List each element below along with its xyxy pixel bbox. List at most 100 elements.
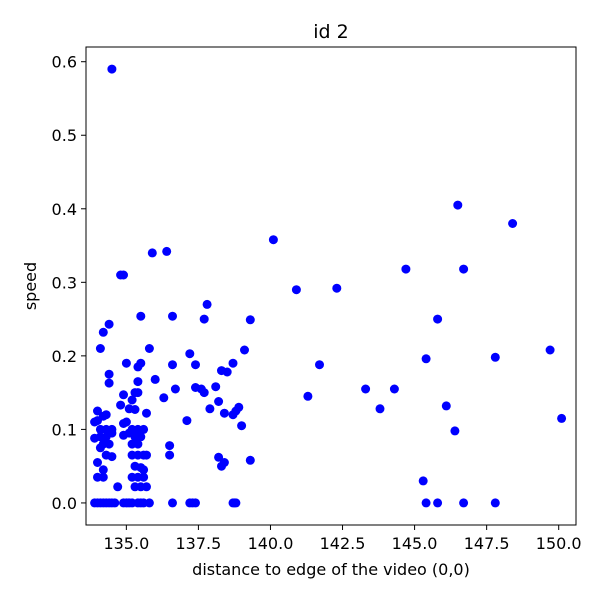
data-point	[104, 319, 114, 329]
data-point	[133, 439, 143, 449]
data-point	[459, 264, 469, 274]
data-point	[291, 285, 301, 295]
data-point	[107, 452, 117, 462]
y-tick-label: 0.5	[52, 126, 77, 145]
plot-frame	[85, 46, 577, 526]
data-point	[162, 246, 172, 256]
data-point	[101, 410, 111, 420]
data-point	[214, 452, 224, 462]
data-point	[121, 358, 131, 368]
data-point	[182, 416, 192, 426]
x-axis: 135.0 137.5 140.0 142.5 145.0 147.5 150.0	[103, 525, 582, 553]
data-point	[121, 417, 131, 427]
data-point	[557, 413, 567, 423]
data-point	[375, 404, 385, 414]
data-point	[107, 428, 117, 438]
data-point	[214, 397, 224, 406]
data-point	[110, 498, 120, 508]
x-tick-label: 140.0	[248, 534, 294, 553]
x-tick-label: 137.5	[176, 534, 222, 553]
data-point	[119, 390, 128, 400]
data-point	[222, 367, 232, 377]
data-point	[93, 406, 102, 416]
data-point	[490, 498, 500, 508]
data-point	[150, 374, 160, 384]
data-point	[389, 384, 399, 394]
y-axis-label: speed	[21, 262, 40, 310]
data-point	[139, 465, 149, 475]
data-point	[401, 264, 411, 274]
data-point	[90, 417, 100, 427]
data-point	[421, 498, 431, 508]
data-point	[165, 450, 175, 460]
points-layer	[90, 64, 567, 508]
data-point	[237, 421, 247, 431]
data-point	[98, 465, 108, 475]
data-point	[142, 450, 151, 460]
data-point	[199, 314, 209, 324]
data-point	[95, 443, 105, 453]
data-point	[441, 401, 451, 411]
data-point	[113, 482, 123, 492]
data-point	[130, 405, 140, 414]
data-point	[205, 404, 215, 414]
data-point	[450, 426, 460, 436]
data-point	[185, 349, 195, 359]
data-point	[245, 315, 255, 325]
data-point	[104, 378, 114, 388]
data-point	[303, 391, 313, 401]
data-point	[228, 358, 238, 368]
x-tick-label: 135.0	[103, 534, 149, 553]
data-point	[234, 402, 244, 412]
data-point	[104, 369, 114, 379]
data-point	[508, 219, 518, 228]
data-point	[315, 360, 324, 370]
data-point	[202, 299, 212, 309]
data-point	[133, 388, 143, 398]
data-point	[191, 498, 200, 508]
data-point	[142, 408, 151, 418]
data-point	[433, 498, 443, 508]
data-point	[139, 424, 149, 434]
data-point	[361, 384, 371, 394]
y-tick-label: 0.2	[52, 347, 77, 366]
x-tick-label: 147.5	[464, 534, 510, 553]
y-tick-label: 0.6	[52, 53, 77, 72]
y-tick-label: 0.0	[52, 494, 77, 513]
data-point	[139, 472, 149, 482]
data-point	[98, 327, 108, 337]
data-point	[136, 432, 146, 442]
data-point	[104, 439, 114, 449]
data-point	[245, 455, 255, 465]
data-point	[93, 458, 102, 467]
data-point	[107, 64, 117, 74]
data-point	[147, 248, 157, 258]
chart-title: id 2	[313, 21, 348, 43]
x-tick-label: 145.0	[392, 534, 438, 553]
y-tick-label: 0.3	[52, 273, 77, 292]
data-point	[219, 408, 229, 418]
data-point	[136, 311, 146, 321]
y-tick-label: 0.4	[52, 200, 77, 219]
data-point	[95, 344, 105, 353]
data-point	[228, 410, 238, 420]
data-point	[142, 482, 151, 492]
data-point	[168, 311, 177, 321]
data-point	[332, 283, 342, 293]
data-point	[127, 395, 137, 405]
data-point	[165, 441, 175, 451]
y-axis: 0.0 0.1 0.2 0.3 0.4 0.5 0.6	[52, 53, 86, 513]
data-point	[168, 498, 177, 508]
data-point	[418, 476, 428, 486]
data-point	[453, 200, 463, 210]
data-point	[116, 400, 126, 410]
data-point	[490, 352, 500, 362]
data-point	[144, 498, 154, 508]
data-point	[98, 472, 108, 482]
data-point	[219, 458, 229, 467]
data-point	[159, 393, 169, 403]
data-point	[136, 358, 146, 368]
data-point	[268, 235, 278, 245]
data-point	[170, 384, 180, 394]
